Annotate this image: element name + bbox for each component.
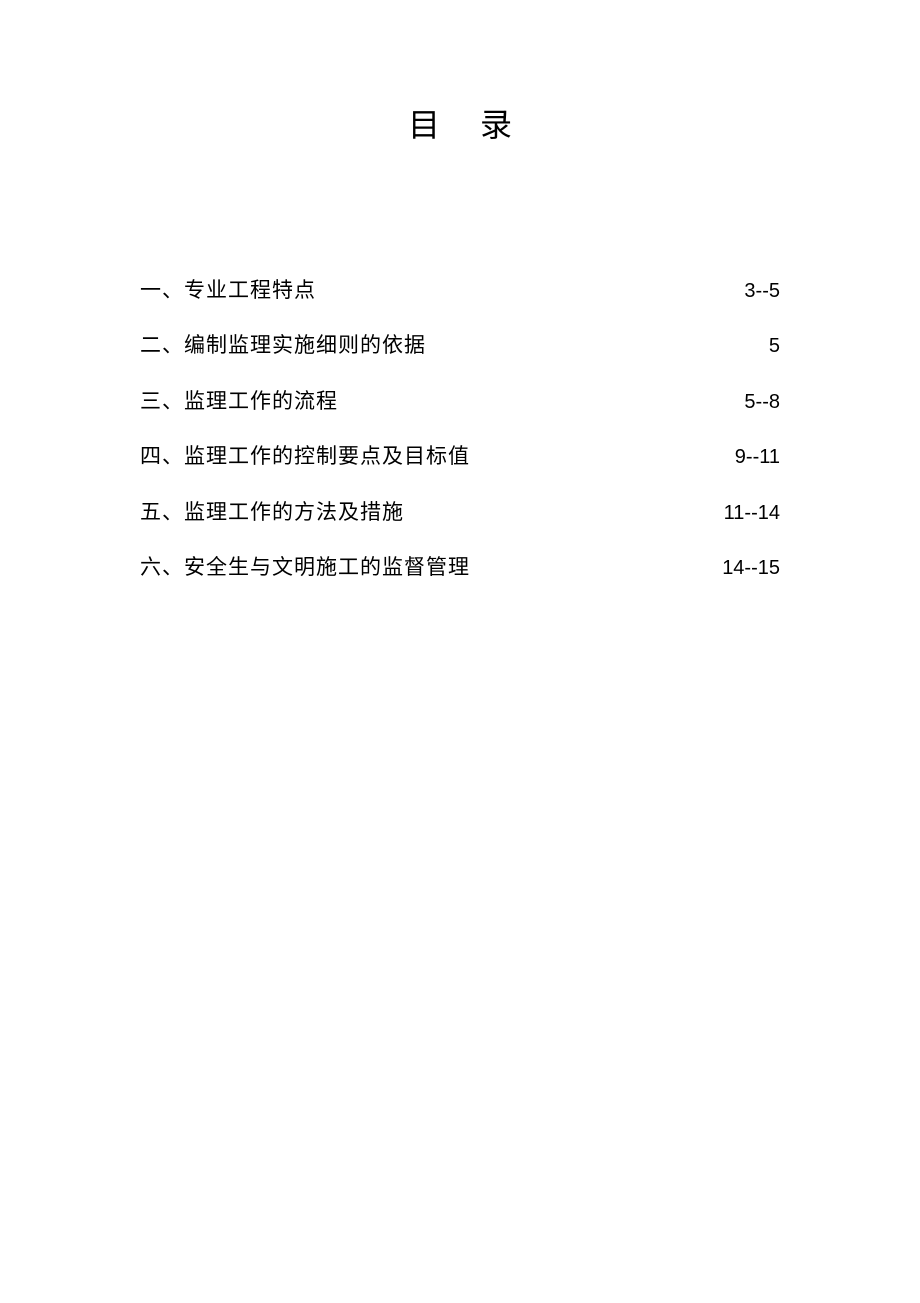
toc-item: 一、专业工程特点 3--5 <box>140 276 780 305</box>
toc-item-page: 3--5 <box>744 277 780 305</box>
toc-item: 二、编制监理实施细则的依据 5 <box>140 331 780 360</box>
toc-item: 五、监理工作的方法及措施 11--14 <box>140 498 780 527</box>
toc-item-page: 9--11 <box>735 443 780 471</box>
toc-item-page: 14--15 <box>722 554 780 582</box>
toc-list: 一、专业工程特点 3--5 二、编制监理实施细则的依据 5 三、监理工作的流程 … <box>140 276 780 582</box>
toc-item-label: 六、安全生与文明施工的监督管理 <box>140 553 470 582</box>
toc-title: 目录 <box>140 100 780 146</box>
toc-item-label: 四、监理工作的控制要点及目标值 <box>140 442 470 471</box>
toc-item-label: 一、专业工程特点 <box>140 276 316 305</box>
toc-item: 六、安全生与文明施工的监督管理 14--15 <box>140 553 780 582</box>
toc-item: 四、监理工作的控制要点及目标值 9--11 <box>140 442 780 471</box>
toc-item: 三、监理工作的流程 5--8 <box>140 387 780 416</box>
toc-item-label: 三、监理工作的流程 <box>140 387 338 416</box>
toc-item-label: 五、监理工作的方法及措施 <box>140 498 404 527</box>
toc-item-page: 11--14 <box>724 499 780 527</box>
page-container: 目录 一、专业工程特点 3--5 二、编制监理实施细则的依据 5 三、监理工作的… <box>0 0 920 582</box>
toc-item-page: 5 <box>769 332 780 360</box>
toc-item-page: 5--8 <box>744 388 780 416</box>
toc-item-label: 二、编制监理实施细则的依据 <box>140 331 426 360</box>
